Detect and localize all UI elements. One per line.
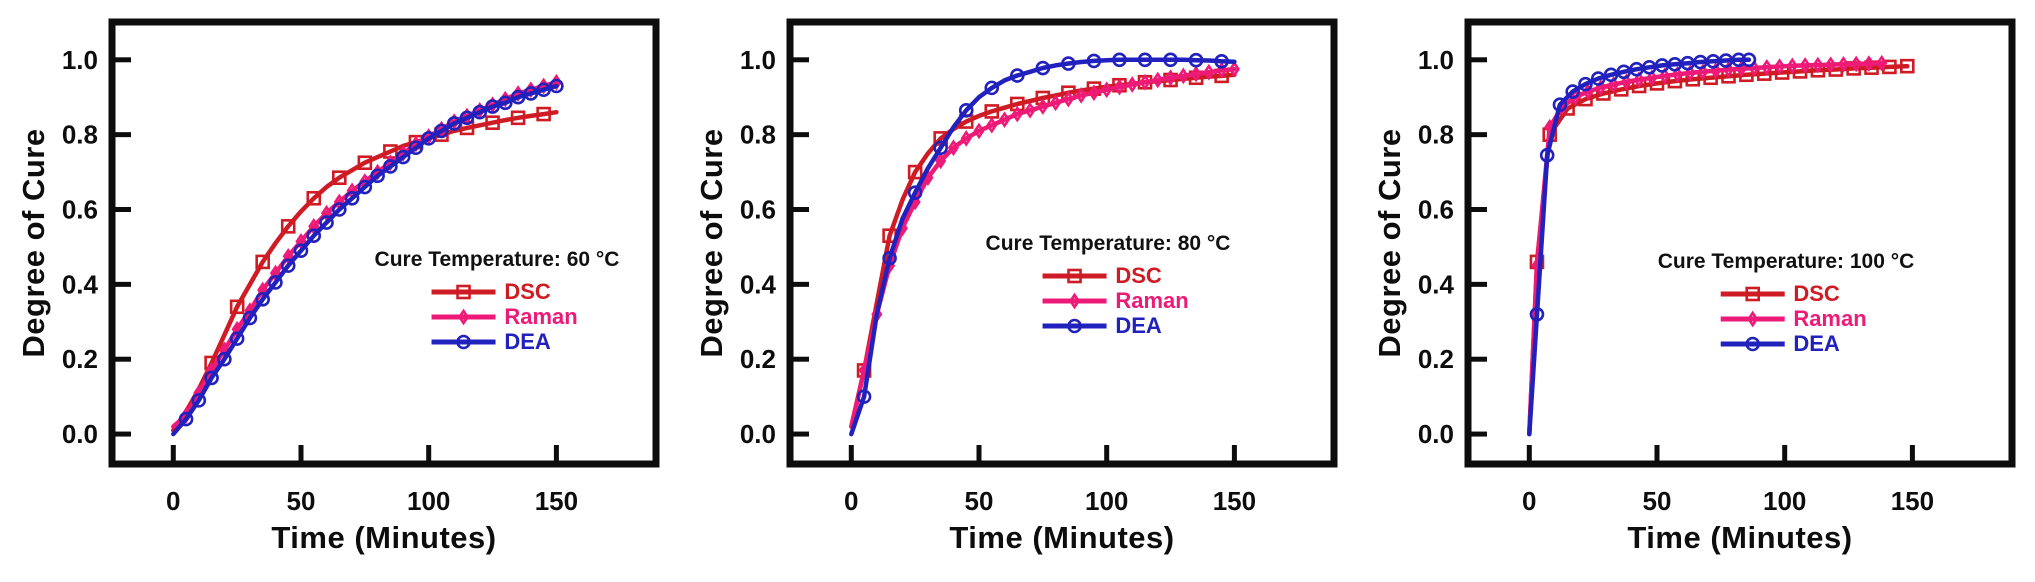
legend-label-raman: Raman bbox=[1793, 305, 1867, 331]
dea-line-circle-marker-icon bbox=[1042, 318, 1107, 333]
chart-panel-60c: 0.0 0.2 0.4 0.6 0.8 1.0 0 50 100 150 Degree of Cu… bbox=[0, 0, 678, 582]
svg-text:0: 0 bbox=[166, 486, 180, 516]
raman-line-diamond-marker-icon bbox=[431, 308, 496, 325]
svg-text:100: 100 bbox=[1085, 486, 1128, 516]
legend-item-dea: DEA bbox=[1041, 312, 1162, 338]
legend-item-dea: DEA bbox=[1719, 330, 1840, 356]
svg-text:0.2: 0.2 bbox=[1418, 344, 1454, 374]
dea-line-circle-marker-icon bbox=[1720, 336, 1785, 351]
annotation-cure-temperature: Cure Temperature: 60 °C bbox=[374, 248, 620, 271]
annotation-cure-temperature: Cure Temperature: 80 °C bbox=[985, 232, 1231, 255]
y-axis-title: Degree of Cure bbox=[1372, 128, 1407, 358]
legend-item-dsc: DSC bbox=[1041, 262, 1162, 288]
legend-item-dea: DEA bbox=[430, 328, 551, 354]
svg-text:0: 0 bbox=[844, 486, 858, 516]
legend-80c: Cure Temperature: 80 °C DSC Raman DEA bbox=[986, 232, 1231, 338]
raman-line-diamond-marker-icon bbox=[1042, 292, 1107, 309]
legend-label-dea: DEA bbox=[504, 328, 551, 354]
svg-text:1.0: 1.0 bbox=[740, 45, 776, 75]
chart-panel-100c: 0.0 0.2 0.4 0.6 0.8 1.0 0 50 100 150 Degree of Cu… bbox=[1356, 0, 2034, 582]
legend-label-raman: Raman bbox=[1115, 287, 1189, 313]
svg-text:0.8: 0.8 bbox=[1418, 120, 1454, 150]
x-axis-title: Time (Minutes) bbox=[1627, 520, 1853, 555]
dsc-line-square-marker-icon bbox=[1042, 268, 1107, 283]
legend-60c: Cure Temperature: 60 °C DSC Raman DEA bbox=[375, 248, 620, 354]
plot-area-100c: 0.0 0.2 0.4 0.6 0.8 1.0 0 50 100 150 bbox=[1418, 18, 2016, 516]
svg-text:100: 100 bbox=[1763, 486, 1806, 516]
legend-100c: Cure Temperature: 100 °C DSC Raman DEA bbox=[1658, 250, 1915, 356]
svg-text:0.6: 0.6 bbox=[1418, 195, 1454, 225]
legend-label-dsc: DSC bbox=[1115, 262, 1162, 288]
svg-text:150: 150 bbox=[1213, 486, 1256, 516]
svg-text:0.4: 0.4 bbox=[1418, 269, 1455, 299]
svg-text:150: 150 bbox=[1891, 486, 1934, 516]
legend-label-dsc: DSC bbox=[1793, 280, 1840, 306]
svg-text:1.0: 1.0 bbox=[62, 45, 98, 75]
dsc-line-square-marker-icon bbox=[431, 284, 496, 299]
svg-text:50: 50 bbox=[287, 486, 316, 516]
svg-text:0.4: 0.4 bbox=[740, 269, 777, 299]
svg-text:0.0: 0.0 bbox=[62, 419, 98, 449]
legend-label-raman: Raman bbox=[504, 303, 578, 329]
svg-text:0.6: 0.6 bbox=[62, 195, 98, 225]
raman-line-diamond-marker-icon bbox=[1720, 310, 1785, 327]
svg-text:0.8: 0.8 bbox=[62, 120, 98, 150]
svg-text:0.0: 0.0 bbox=[740, 419, 776, 449]
plot-area-60c: 0.0 0.2 0.4 0.6 0.8 1.0 0 50 100 150 bbox=[62, 18, 660, 516]
legend-label-dea: DEA bbox=[1115, 312, 1162, 338]
y-axis-title: Degree of Cure bbox=[694, 128, 729, 358]
svg-text:0.4: 0.4 bbox=[62, 269, 99, 299]
svg-text:0.2: 0.2 bbox=[62, 344, 98, 374]
legend-item-raman: Raman bbox=[1041, 287, 1189, 313]
plot-area-80c: 0.0 0.2 0.4 0.6 0.8 1.0 0 50 100 150 bbox=[740, 18, 1338, 516]
annotation-cure-temperature: Cure Temperature: 100 °C bbox=[1657, 250, 1915, 273]
svg-text:0.6: 0.6 bbox=[740, 195, 776, 225]
legend-label-dea: DEA bbox=[1793, 330, 1840, 356]
chart-panel-80c: 0.0 0.2 0.4 0.6 0.8 1.0 0 50 100 150 Degree of Cu… bbox=[678, 0, 1356, 582]
legend-entries: DSC Raman DEA bbox=[430, 278, 578, 354]
svg-text:1.0: 1.0 bbox=[1418, 45, 1454, 75]
y-axis-title: Degree of Cure bbox=[16, 128, 51, 358]
dsc-line-square-marker-icon bbox=[1720, 286, 1785, 301]
x-axis-title: Time (Minutes) bbox=[949, 520, 1175, 555]
legend-label-dsc: DSC bbox=[504, 278, 551, 304]
legend-item-dsc: DSC bbox=[1719, 280, 1840, 306]
svg-text:100: 100 bbox=[407, 486, 450, 516]
svg-text:0: 0 bbox=[1522, 486, 1536, 516]
dea-line-circle-marker-icon bbox=[431, 334, 496, 349]
legend-item-dsc: DSC bbox=[430, 278, 551, 304]
x-axis-title: Time (Minutes) bbox=[271, 520, 497, 555]
legend-entries: DSC Raman DEA bbox=[1041, 262, 1189, 338]
svg-text:50: 50 bbox=[1643, 486, 1672, 516]
svg-text:0.8: 0.8 bbox=[740, 120, 776, 150]
svg-text:0.2: 0.2 bbox=[740, 344, 776, 374]
legend-item-raman: Raman bbox=[1719, 305, 1867, 331]
svg-text:0.0: 0.0 bbox=[1418, 419, 1454, 449]
legend-item-raman: Raman bbox=[430, 303, 578, 329]
legend-entries: DSC Raman DEA bbox=[1719, 280, 1867, 356]
svg-text:150: 150 bbox=[535, 486, 578, 516]
svg-text:50: 50 bbox=[965, 486, 994, 516]
